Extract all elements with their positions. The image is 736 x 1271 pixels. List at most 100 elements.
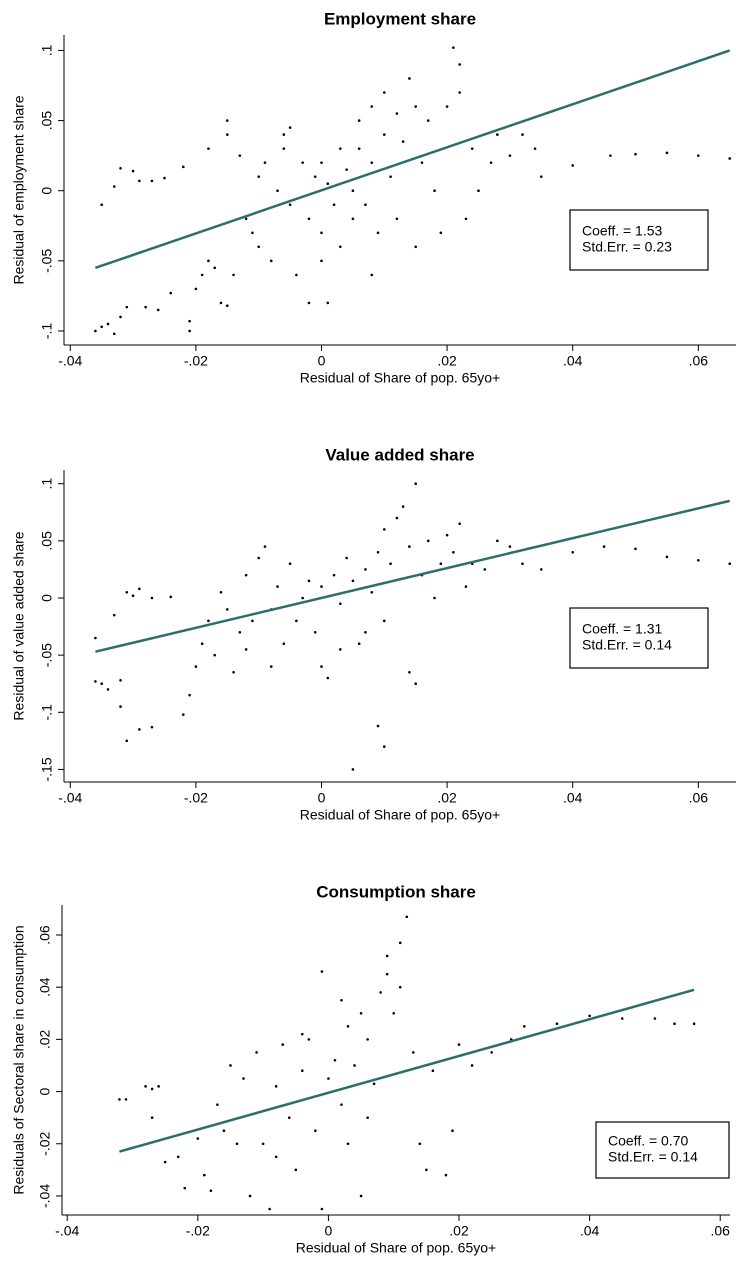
point — [225, 119, 229, 122]
point — [489, 161, 493, 164]
point — [364, 568, 367, 571]
point — [196, 1137, 200, 1140]
point — [207, 259, 210, 263]
x-tick-label: -.02 — [186, 1223, 210, 1239]
point — [366, 1116, 369, 1119]
point — [232, 670, 235, 674]
point — [138, 179, 141, 183]
point — [508, 545, 512, 548]
point — [464, 217, 468, 221]
x-tick-label: 0 — [325, 1223, 333, 1239]
point — [357, 147, 361, 150]
point — [294, 1168, 298, 1172]
annotation-text: Std.Err. = 0.14 — [608, 1149, 698, 1165]
point — [131, 169, 135, 173]
point — [508, 154, 512, 157]
point — [118, 1098, 121, 1101]
y-axis-label: Residuals of Sectoral share in consumpti… — [11, 925, 27, 1194]
point — [150, 725, 154, 729]
point — [339, 147, 342, 150]
x-tick-label: .02 — [449, 1223, 469, 1239]
point — [634, 152, 637, 156]
point — [372, 1082, 376, 1086]
point — [274, 1155, 278, 1159]
point — [332, 203, 336, 207]
annotation-text: Coeff. = 0.70 — [608, 1133, 689, 1149]
point — [326, 182, 330, 185]
point — [313, 630, 317, 634]
point — [414, 245, 418, 249]
point — [261, 1142, 265, 1146]
point — [138, 587, 141, 591]
fit-line — [119, 988, 695, 1153]
point — [385, 954, 389, 958]
y-tick-label: .1 — [39, 478, 55, 490]
point — [571, 164, 575, 167]
point — [150, 179, 154, 183]
point — [339, 245, 342, 249]
point — [457, 1043, 461, 1046]
point — [634, 547, 637, 551]
point — [340, 1103, 343, 1106]
point — [697, 558, 700, 562]
y-tick-label: -.05 — [39, 643, 55, 667]
point — [119, 705, 122, 708]
point — [364, 630, 367, 634]
point — [395, 217, 399, 221]
chart-title: Consumption share — [316, 882, 476, 901]
point — [665, 151, 669, 155]
point — [357, 119, 361, 122]
point — [194, 287, 198, 291]
point — [156, 308, 160, 312]
point — [728, 157, 732, 160]
point — [431, 1069, 435, 1072]
point — [426, 539, 430, 543]
point — [496, 539, 499, 543]
point — [242, 1077, 245, 1080]
point — [157, 1085, 160, 1088]
point — [314, 1129, 317, 1133]
point — [439, 231, 443, 235]
point — [244, 573, 248, 577]
y-axis-label: Residual of employment share — [11, 95, 27, 284]
point — [263, 161, 267, 164]
x-axis-label: Residual of Share of pop. 65yo+ — [296, 1240, 496, 1256]
point — [125, 739, 129, 743]
point — [665, 555, 669, 559]
point — [288, 126, 292, 129]
point — [144, 1085, 147, 1088]
point — [94, 680, 97, 683]
point — [345, 556, 348, 560]
point — [327, 1077, 330, 1080]
point — [307, 1038, 311, 1041]
point — [207, 147, 210, 150]
y-tick-label: -.05 — [39, 249, 55, 273]
point — [490, 1051, 493, 1054]
point — [200, 273, 204, 277]
point — [320, 665, 323, 668]
point — [697, 154, 700, 157]
point — [112, 332, 116, 336]
point — [100, 203, 103, 207]
point — [257, 245, 260, 249]
point — [389, 175, 392, 178]
point — [144, 305, 147, 309]
point — [521, 562, 524, 566]
y-tick-label: .1 — [39, 44, 55, 56]
y-tick-label: -.15 — [39, 757, 55, 781]
point — [458, 91, 461, 94]
point — [401, 505, 405, 508]
y-tick-label: .05 — [39, 531, 55, 551]
point — [169, 595, 173, 599]
y-tick-label: -.1 — [39, 323, 55, 340]
point — [470, 1064, 474, 1067]
point — [385, 972, 389, 976]
point — [274, 1085, 278, 1088]
point — [307, 301, 311, 305]
point — [620, 1017, 624, 1020]
chart-title: Employment share — [324, 9, 476, 28]
point — [414, 105, 418, 108]
point — [307, 217, 311, 221]
x-tick-label: .06 — [689, 790, 709, 806]
annotation-box — [569, 209, 709, 271]
